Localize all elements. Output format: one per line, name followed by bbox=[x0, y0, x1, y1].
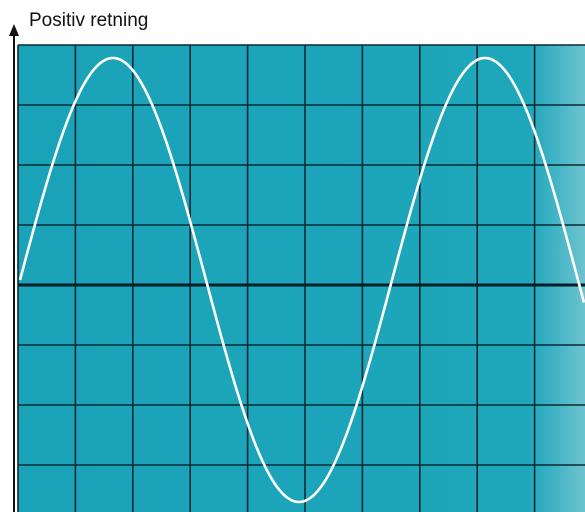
axis-label: Positiv retning bbox=[29, 10, 148, 31]
page: {"label": "Positiv retning"} Positiv ret… bbox=[0, 0, 585, 512]
screen bbox=[18, 45, 585, 512]
diagram: Positiv retning bbox=[0, 0, 585, 512]
axis-arrow bbox=[9, 24, 19, 36]
